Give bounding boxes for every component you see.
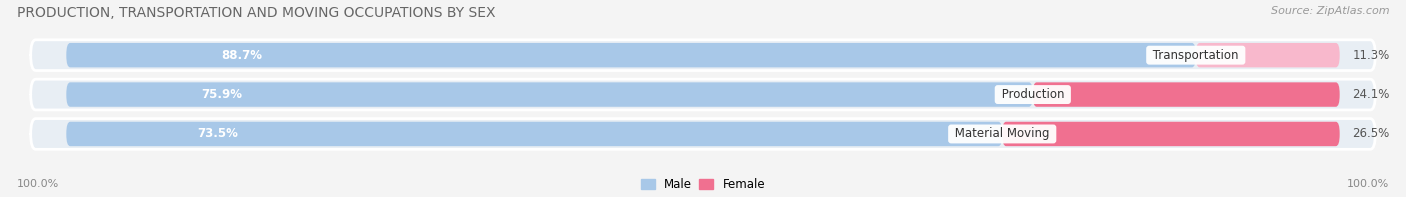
Text: Material Moving: Material Moving [950,127,1053,140]
Text: 11.3%: 11.3% [1353,49,1389,62]
FancyBboxPatch shape [66,122,1002,146]
Text: 88.7%: 88.7% [221,49,262,62]
FancyBboxPatch shape [66,82,1033,107]
Text: 24.1%: 24.1% [1353,88,1389,101]
Text: 100.0%: 100.0% [1347,179,1389,189]
Text: Production: Production [998,88,1069,101]
FancyBboxPatch shape [1195,43,1340,67]
Text: PRODUCTION, TRANSPORTATION AND MOVING OCCUPATIONS BY SEX: PRODUCTION, TRANSPORTATION AND MOVING OC… [17,6,495,20]
Text: 26.5%: 26.5% [1353,127,1389,140]
FancyBboxPatch shape [66,43,1195,67]
Legend: Male, Female: Male, Female [641,178,765,191]
Text: Source: ZipAtlas.com: Source: ZipAtlas.com [1271,6,1389,16]
Text: 73.5%: 73.5% [198,127,239,140]
FancyBboxPatch shape [31,40,1375,71]
FancyBboxPatch shape [1033,82,1340,107]
Text: 100.0%: 100.0% [17,179,59,189]
FancyBboxPatch shape [1002,122,1340,146]
FancyBboxPatch shape [31,79,1375,110]
FancyBboxPatch shape [31,119,1375,149]
Text: Transportation: Transportation [1149,49,1243,62]
Text: 75.9%: 75.9% [201,88,242,101]
